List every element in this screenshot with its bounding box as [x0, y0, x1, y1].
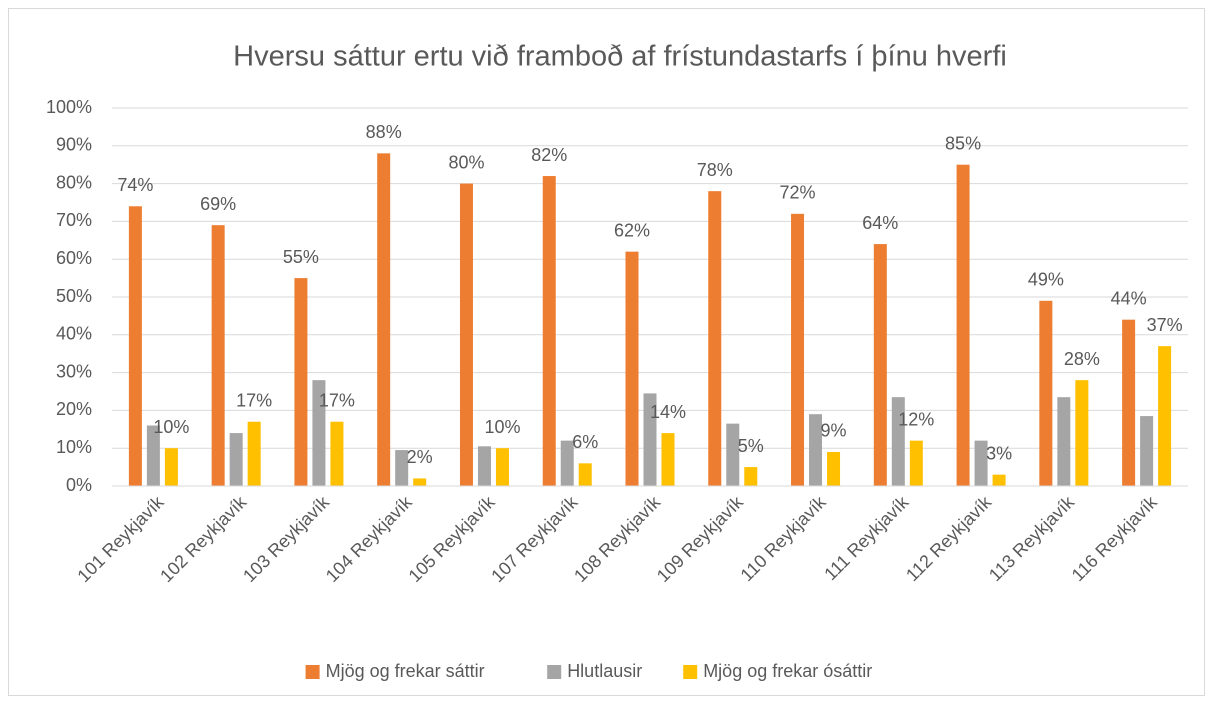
bar: [312, 380, 326, 486]
legend-label: Mjög og frekar ósáttir: [703, 661, 872, 681]
legend-label: Mjög og frekar sáttir: [326, 661, 485, 681]
bar: [211, 225, 225, 486]
y-tick-label: 50%: [56, 286, 92, 306]
data-label: 17%: [236, 390, 272, 410]
data-label: 10%: [484, 417, 520, 437]
legend-label: Hlutlausir: [567, 661, 642, 681]
data-label: 37%: [1147, 315, 1183, 335]
bar: [809, 414, 823, 486]
bar: [495, 448, 509, 486]
bar: [873, 244, 887, 486]
bar: [128, 206, 142, 486]
bar: [1140, 416, 1154, 486]
bar: [1158, 346, 1172, 486]
bar: [708, 191, 722, 486]
data-label: 2%: [407, 447, 433, 467]
bar: [661, 433, 675, 486]
legend-swatch: [547, 665, 562, 679]
y-tick-label: 20%: [56, 399, 92, 419]
data-label: 85%: [945, 133, 981, 153]
data-label: 9%: [821, 421, 847, 441]
bar: [146, 425, 160, 486]
bar: [1039, 300, 1053, 486]
bar: [330, 421, 344, 486]
data-label: 62%: [614, 220, 650, 240]
data-label: 10%: [153, 417, 189, 437]
data-label: 55%: [283, 247, 319, 267]
data-label: 82%: [531, 145, 567, 165]
bar: [956, 164, 970, 486]
data-label: 64%: [862, 213, 898, 233]
data-label: 17%: [319, 390, 355, 410]
data-label: 74%: [117, 175, 153, 195]
legend-swatch: [305, 665, 320, 679]
bar: [909, 440, 923, 486]
data-label: 49%: [1028, 270, 1064, 290]
bar: [395, 450, 409, 486]
y-tick-label: 90%: [56, 135, 92, 155]
bar: [1122, 319, 1136, 486]
y-tick-label: 100%: [46, 97, 92, 117]
data-label: 3%: [986, 443, 1012, 463]
bar: [974, 440, 988, 486]
y-tick-label: 70%: [56, 210, 92, 230]
chart-title: Hversu sáttur ertu við framboð af frístu…: [233, 41, 1007, 73]
data-label: 72%: [780, 183, 816, 203]
bar: [477, 446, 491, 486]
bar: [992, 474, 1006, 486]
data-label: 5%: [738, 436, 764, 456]
bar: [294, 278, 308, 486]
bar: [164, 448, 178, 486]
bar: [643, 393, 657, 486]
data-label: 28%: [1064, 349, 1100, 369]
bar: [413, 478, 427, 486]
y-tick-label: 60%: [56, 248, 92, 268]
bar: [625, 251, 639, 486]
bar: [1057, 397, 1071, 486]
bar: [542, 176, 556, 487]
bar: [744, 467, 758, 486]
bar: [377, 153, 391, 487]
y-tick-label: 30%: [56, 361, 92, 381]
data-label: 12%: [898, 409, 934, 429]
legend-swatch: [683, 665, 698, 679]
data-label: 88%: [366, 122, 402, 142]
y-tick-label: 0%: [66, 475, 92, 495]
data-label: 14%: [650, 402, 686, 422]
y-tick-label: 10%: [56, 437, 92, 457]
chart-border: [8, 8, 1205, 696]
y-tick-label: 80%: [56, 172, 92, 192]
bar: [578, 463, 592, 486]
bar: [247, 421, 261, 486]
bar: [827, 451, 841, 486]
bar: [560, 440, 574, 486]
bar: [726, 423, 740, 486]
bar: [891, 397, 905, 486]
data-label: 78%: [697, 160, 733, 180]
bar: [459, 183, 473, 486]
bar: [791, 213, 805, 486]
data-label: 69%: [200, 194, 236, 214]
y-tick-label: 40%: [56, 324, 92, 344]
data-label: 44%: [1111, 288, 1147, 308]
data-label: 80%: [448, 152, 484, 172]
bar: [1075, 380, 1089, 486]
data-label: 6%: [572, 432, 598, 452]
bar: [229, 433, 243, 486]
